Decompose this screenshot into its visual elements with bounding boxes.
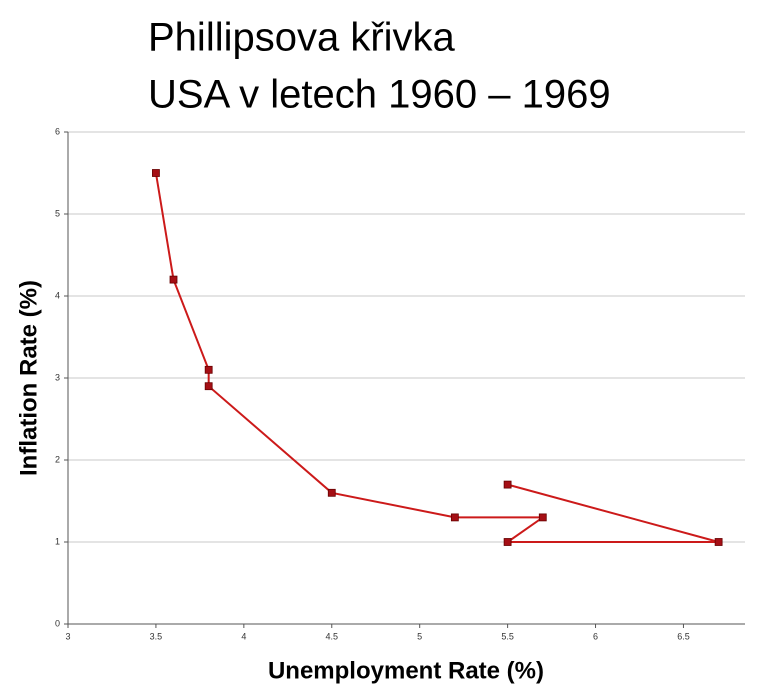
x-tick-label: 3 (65, 631, 70, 641)
x-tick-label: 5 (417, 631, 422, 641)
chart-subtitle: USA v letech 1960 – 1969 (148, 73, 611, 117)
marker (450, 513, 459, 522)
y-tick-label: 4 (55, 290, 60, 300)
marker (169, 275, 178, 284)
chart-title: Phillipsova křivka (148, 16, 456, 60)
marker (714, 538, 723, 546)
y-tick-label: 3 (55, 372, 60, 382)
marker (204, 382, 213, 391)
y-tick-label: 6 (55, 126, 60, 136)
line (154, 172, 719, 543)
marker (538, 513, 547, 522)
y-tick-label: 5 (55, 208, 60, 218)
x-tick-label: 6 (593, 631, 598, 641)
y-axis-label: Inflation Rate (%) (15, 280, 42, 476)
marker (204, 365, 213, 374)
marker (503, 538, 512, 546)
x-tick-label: 4 (241, 631, 246, 641)
marker (327, 488, 336, 497)
y-tick-label: 0 (55, 618, 60, 628)
y-tick-label: 2 (55, 454, 60, 464)
x-tick-label: 4.5 (326, 631, 339, 641)
x-axis-label: Unemployment Rate (%) (268, 657, 544, 684)
x-tick-label: 3.5 (150, 631, 163, 641)
marker (503, 480, 512, 489)
x-tick-label: 6.5 (677, 631, 690, 641)
marker (152, 169, 160, 177)
y-tick-label: 1 (55, 536, 60, 546)
x-tick-label: 5.5 (501, 631, 514, 641)
